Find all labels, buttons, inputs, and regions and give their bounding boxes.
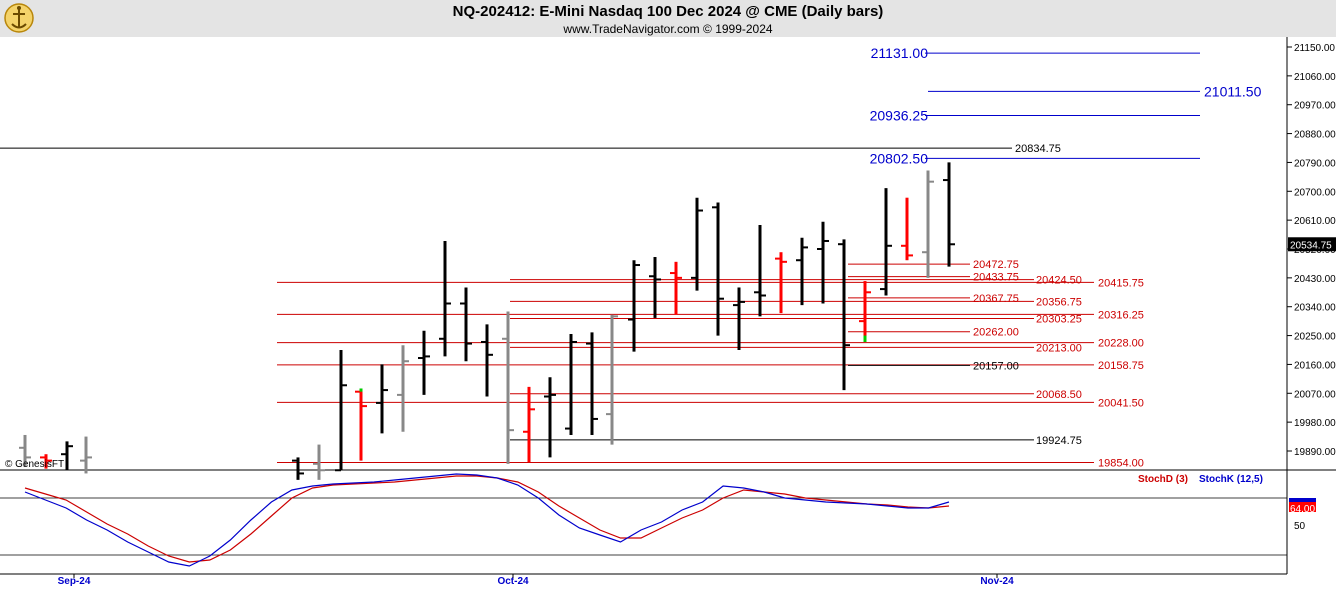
- ohlc-bar: [355, 388, 367, 461]
- ohlc-bar: [80, 436, 92, 474]
- ohlc-bar: [670, 261, 682, 315]
- ohlc-bar: [439, 240, 451, 357]
- ohlc-bar: [775, 252, 787, 314]
- ohlc-bar: [523, 386, 535, 463]
- ohlc-bar: [880, 188, 892, 296]
- price-axis: 21150.00 21060.00 20970.00 20880.00 20790.00…: [1287, 43, 1336, 458]
- ohlc-bar: [376, 364, 388, 434]
- ohlc-bar: [754, 224, 766, 317]
- price-tick-label: 20340.00: [1294, 303, 1336, 314]
- red-level-label: 20316.25: [1098, 309, 1144, 321]
- date-label: Nov-24: [980, 576, 1014, 587]
- ohlc-bar: [335, 350, 347, 472]
- red-level-label: 20303.25: [1036, 313, 1082, 325]
- price-levels: 21131.00 21011.50 20936.25 20802.50 20834.75…: [0, 45, 1262, 470]
- ohlc-bar: [565, 333, 577, 435]
- stochD-legend: StochD (3): [1138, 474, 1188, 485]
- ohlc-bar: [292, 457, 304, 480]
- ohlc-bar: [418, 330, 430, 395]
- blue-level-label: 20802.50: [870, 150, 929, 166]
- price-tick-label: 20700.00: [1294, 187, 1336, 198]
- osc-axis-label: 50: [1294, 521, 1306, 532]
- ohlc-bar: [859, 281, 871, 342]
- ohlc-bar: [649, 257, 661, 318]
- ship-wheel-logo-icon: [4, 3, 34, 33]
- red-level-label: 20415.75: [1098, 277, 1144, 289]
- price-tick-label: 21150.00: [1294, 43, 1335, 54]
- date-label: Oct-24: [497, 576, 529, 587]
- price-tick-label: 20610.00: [1294, 216, 1336, 227]
- blue-level-label: 20936.25: [870, 108, 929, 124]
- osc-value-label: 64.00: [1290, 504, 1315, 515]
- chart-title: NQ-202412: E-Mini Nasdaq 100 Dec 2024 @ …: [452, 3, 884, 20]
- black-level-label: 20834.75: [1015, 143, 1061, 155]
- red-level-label: 20068.50: [1036, 389, 1082, 401]
- red-level-label: 20041.50: [1098, 397, 1144, 409]
- price-tick-label: 21060.00: [1294, 72, 1336, 83]
- price-tick-label: 20160.00: [1294, 360, 1336, 371]
- black-level-label: 19924.75: [1036, 435, 1082, 447]
- price-tick-label: 20970.00: [1294, 101, 1336, 112]
- blue-level-label: 21131.00: [871, 45, 929, 61]
- chart-subtitle: www.TradeNavigator.com © 1999-2024: [563, 22, 773, 36]
- date-axis: Sep-24 Oct-24 Nov-24: [58, 574, 1014, 587]
- date-label: Sep-24: [58, 576, 91, 587]
- stochD-line: [24, 475, 950, 563]
- price-tick-label: 20250.00: [1294, 332, 1336, 343]
- ohlc-bar: [796, 237, 808, 306]
- red-level-label: 20433.75: [973, 272, 1019, 284]
- ohlc-bar: [586, 332, 598, 435]
- price-tick-label: 20880.00: [1294, 130, 1336, 141]
- ohlc-bar: [606, 314, 618, 445]
- red-level-label: 20228.00: [1098, 338, 1144, 350]
- price-tick-label: 19890.00: [1294, 447, 1336, 458]
- last-price-badge: [1288, 237, 1336, 252]
- ohlc-bar: [460, 287, 472, 362]
- genesis-copyright: © GenesisFT: [5, 459, 64, 470]
- red-level-label: 20262.00: [973, 327, 1019, 339]
- last-price-label: 20534.75: [1290, 240, 1332, 251]
- stochK-line: [24, 473, 950, 567]
- ohlc-bar: [922, 170, 934, 278]
- chart-header: NQ-202412: E-Mini Nasdaq 100 Dec 2024 @ …: [0, 0, 1336, 37]
- stochK-legend: StochK (12,5): [1199, 474, 1263, 485]
- ohlc-bar: [40, 454, 52, 469]
- red-level-label: 20472.75: [973, 259, 1019, 271]
- price-tick-label: 19980.00: [1294, 418, 1336, 429]
- price-tick-label: 20430.00: [1294, 274, 1336, 285]
- red-level-label: 20158.75: [1098, 360, 1144, 372]
- ohlc-bar: [313, 444, 325, 480]
- red-level-label: 20213.00: [1036, 342, 1082, 354]
- osc-value-badge-top: [1289, 498, 1316, 502]
- ohlc-bar: [838, 239, 850, 391]
- ohlc-bar: [628, 260, 640, 352]
- ohlc-bar: [544, 377, 556, 458]
- ohlc-bars: [19, 162, 955, 480]
- ohlc-bar: [712, 202, 724, 336]
- red-level-label: 20356.75: [1036, 296, 1082, 308]
- ohlc-bar: [502, 311, 514, 464]
- stochastic-panel: StochD (3) StochK (12,5) 50 64.00: [0, 473, 1316, 567]
- price-tick-label: 20070.00: [1294, 389, 1336, 400]
- ohlc-bar: [19, 434, 31, 468]
- ohlc-bar: [691, 197, 703, 291]
- black-level-label: 20157.00: [973, 360, 1019, 372]
- ohlc-bar: [481, 324, 493, 397]
- price-tick-label: 20790.00: [1294, 158, 1336, 169]
- ohlc-bar: [733, 287, 745, 350]
- ohlc-bar: [397, 345, 409, 432]
- ohlc-bar: [61, 441, 73, 471]
- red-level-label: 20367.75: [973, 293, 1019, 305]
- ohlc-bar: [901, 197, 913, 261]
- blue-level-label: 21011.50: [1204, 83, 1262, 99]
- chart-frame: [0, 37, 1336, 575]
- red-level-label: 20424.50: [1036, 275, 1082, 287]
- ohlc-bar: [817, 221, 829, 304]
- red-level-label: 19854.00: [1098, 458, 1144, 470]
- ohlc-bar: [943, 162, 955, 267]
